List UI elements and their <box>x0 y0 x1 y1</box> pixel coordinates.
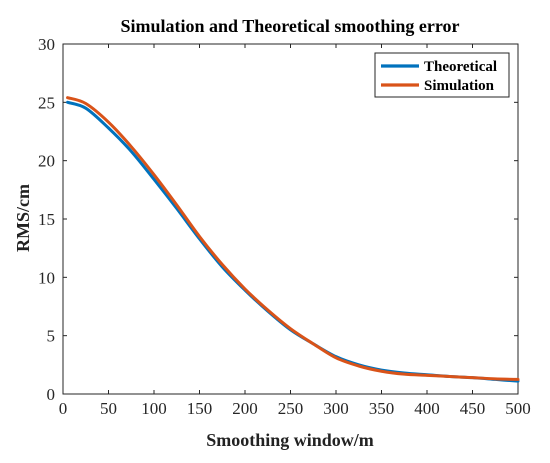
x-tick-label: 0 <box>59 399 68 418</box>
x-tick-label: 300 <box>323 399 349 418</box>
x-tick-label: 100 <box>141 399 167 418</box>
y-tick-label: 5 <box>47 327 56 346</box>
y-tick-label: 20 <box>38 152 55 171</box>
series-line-simulation <box>66 96 520 381</box>
y-tick-label: 0 <box>47 385 56 404</box>
y-tick-label: 25 <box>38 93 55 112</box>
x-tick-label: 150 <box>187 399 213 418</box>
x-tick-label: 450 <box>460 399 486 418</box>
legend: Theoretical Simulation <box>374 52 510 98</box>
legend-label: Theoretical <box>424 59 497 75</box>
x-tick-label: 250 <box>278 399 304 418</box>
x-axis: 0 50 100 150 200 250 300 350 400 450 500 <box>59 44 531 418</box>
y-axis-label: RMS/cm <box>13 184 33 252</box>
legend-label: Simulation <box>424 78 495 94</box>
series-line-theoretical <box>66 100 520 383</box>
x-axis-label: Smoothing window/m <box>206 430 374 450</box>
y-tick-label: 30 <box>38 35 55 54</box>
x-tick-label: 200 <box>232 399 258 418</box>
x-tick-label: 400 <box>414 399 440 418</box>
x-tick-label: 50 <box>100 399 117 418</box>
y-tick-label: 10 <box>38 268 55 287</box>
x-tick-label: 500 <box>505 399 531 418</box>
x-tick-label: 350 <box>369 399 395 418</box>
chart-title: Simulation and Theoretical smoothing err… <box>120 16 459 36</box>
y-axis: 0 5 10 15 20 25 30 <box>38 35 518 404</box>
legend-box <box>374 52 510 98</box>
y-tick-label: 15 <box>38 210 55 229</box>
series-layer <box>66 96 520 383</box>
